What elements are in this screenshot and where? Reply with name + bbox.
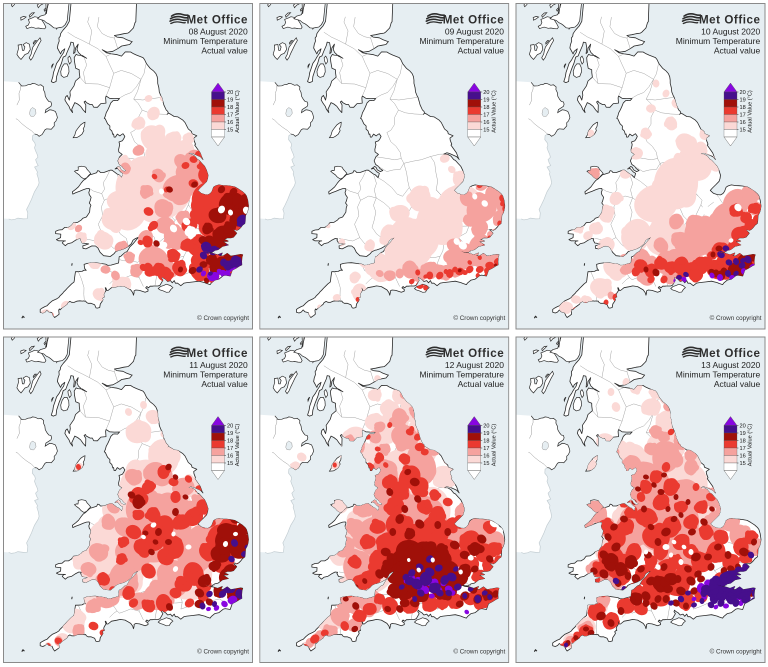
svg-text:© Crown copyright: © Crown copyright (710, 314, 762, 322)
svg-text:Actual value: Actual value (458, 379, 505, 389)
svg-text:© Crown copyright: © Crown copyright (453, 314, 505, 322)
svg-text:09 August 2020: 09 August 2020 (445, 26, 504, 36)
svg-text:© Crown copyright: © Crown copyright (197, 314, 249, 322)
svg-text:Minimum Temperature: Minimum Temperature (163, 370, 248, 380)
svg-text:Minimum Temperature: Minimum Temperature (676, 370, 761, 380)
svg-text:13 August 2020: 13 August 2020 (701, 360, 760, 370)
svg-text:© Crown copyright: © Crown copyright (453, 648, 505, 656)
svg-text:Actual value: Actual value (201, 46, 248, 56)
svg-text:Minimum Temperature: Minimum Temperature (676, 36, 761, 46)
svg-text:12 August 2020: 12 August 2020 (445, 360, 504, 370)
svg-text:Minimum Temperature: Minimum Temperature (420, 36, 505, 46)
svg-text:Actual value: Actual value (714, 46, 761, 56)
svg-text:Actual value: Actual value (458, 46, 505, 56)
svg-text:08 August 2020: 08 August 2020 (189, 26, 248, 36)
svg-text:10 August 2020: 10 August 2020 (701, 26, 760, 36)
svg-text:Minimum Temperature: Minimum Temperature (420, 370, 505, 380)
svg-text:© Crown copyright: © Crown copyright (197, 648, 249, 656)
svg-text:Actual value: Actual value (714, 379, 761, 389)
svg-text:© Crown copyright: © Crown copyright (710, 648, 762, 656)
svg-text:Minimum Temperature: Minimum Temperature (163, 36, 248, 46)
svg-text:Actual value: Actual value (201, 379, 248, 389)
svg-text:11 August 2020: 11 August 2020 (189, 360, 248, 370)
